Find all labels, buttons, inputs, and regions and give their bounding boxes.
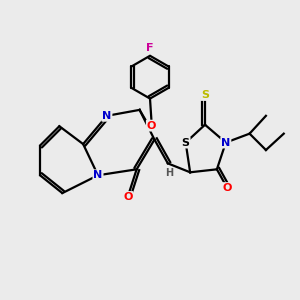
Text: N: N: [102, 111, 112, 121]
Text: S: S: [201, 90, 209, 100]
Text: N: N: [221, 138, 230, 148]
Text: O: O: [123, 192, 132, 202]
Text: F: F: [146, 44, 154, 53]
Text: S: S: [182, 138, 190, 148]
Text: N: N: [93, 170, 103, 180]
Text: O: O: [147, 121, 156, 130]
Text: H: H: [165, 168, 173, 178]
Text: O: O: [223, 183, 232, 193]
